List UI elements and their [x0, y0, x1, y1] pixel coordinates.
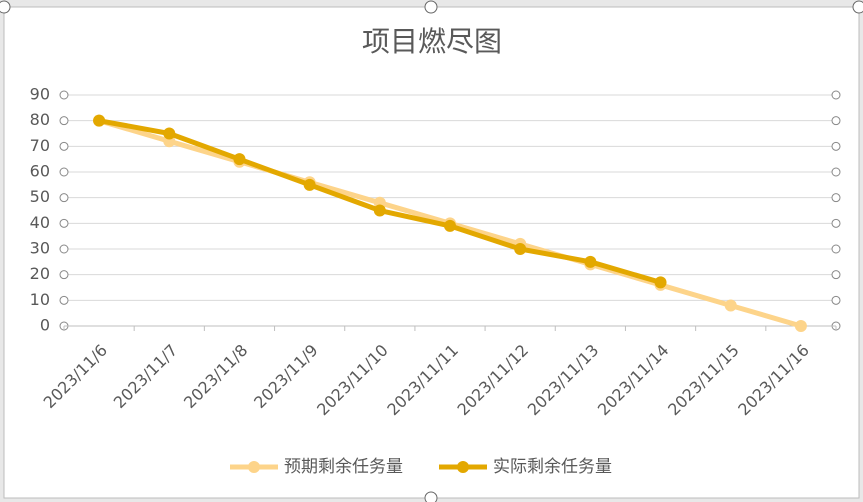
plot-area-handle: [59, 167, 69, 177]
data-point: [93, 114, 106, 127]
plot-area-handle: [831, 270, 841, 280]
plot-area-handle: [831, 218, 841, 228]
plot-area-handle: [59, 244, 69, 254]
plot-area-handle: [59, 218, 69, 228]
data-point: [233, 153, 246, 166]
legend-marker: [248, 461, 260, 473]
plot-area-handle: [831, 141, 841, 151]
plot-area-handle: [59, 116, 69, 126]
plot-area-handle: [59, 295, 69, 305]
y-tick-label: 30: [30, 239, 50, 258]
plot-area-handle: [831, 90, 841, 100]
resize-handle[interactable]: [0, 0, 11, 14]
plot-area-handle: [831, 295, 841, 305]
plot-area-handle: [831, 193, 841, 203]
resize-handle[interactable]: [852, 0, 863, 14]
data-point: [724, 299, 737, 312]
legend-label: 实际剩余任务量: [493, 457, 612, 477]
y-tick-label: 0: [40, 316, 50, 335]
y-tick-label: 10: [30, 290, 50, 309]
legend-marker: [457, 461, 469, 473]
plot-area-handle: [59, 90, 69, 100]
data-point: [584, 255, 597, 268]
plot-area-handle: [831, 116, 841, 126]
data-point: [794, 320, 807, 332]
y-tick-label: 90: [30, 85, 50, 104]
data-point: [163, 127, 176, 140]
resize-handle[interactable]: [424, 491, 438, 502]
y-tick-label: 70: [30, 136, 50, 155]
plot-area-handle: [831, 167, 841, 177]
y-tick-label: 20: [30, 264, 50, 283]
data-point: [514, 243, 527, 255]
y-tick-label: 40: [30, 213, 50, 232]
data-point: [444, 219, 456, 232]
plot-area-handle: [59, 141, 69, 151]
plot-area-handle: [59, 193, 69, 203]
resize-handle[interactable]: [424, 0, 438, 14]
legend-label: 预期剩余任务量: [284, 457, 403, 477]
data-point: [373, 204, 386, 217]
plot-area-handle: [831, 244, 841, 254]
plot-area-handle: [59, 270, 69, 280]
y-tick-label: 60: [30, 162, 50, 181]
y-tick-label: 50: [30, 187, 50, 206]
data-point: [654, 276, 667, 289]
y-tick-label: 80: [30, 110, 50, 129]
data-point: [303, 178, 316, 191]
chart-title: 项目燃尽图: [362, 25, 502, 58]
chart-frame: [3, 6, 860, 499]
